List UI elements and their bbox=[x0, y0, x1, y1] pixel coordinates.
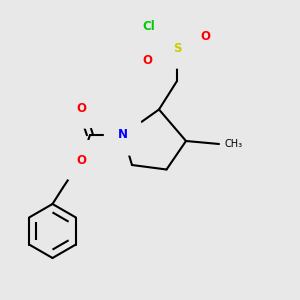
Text: O: O bbox=[76, 154, 86, 167]
Text: O: O bbox=[76, 101, 86, 115]
Text: O: O bbox=[200, 29, 211, 43]
Text: N: N bbox=[118, 128, 128, 142]
Text: O: O bbox=[142, 53, 152, 67]
Text: CH₃: CH₃ bbox=[224, 139, 242, 149]
Text: Cl: Cl bbox=[142, 20, 155, 34]
Text: S: S bbox=[173, 41, 181, 55]
